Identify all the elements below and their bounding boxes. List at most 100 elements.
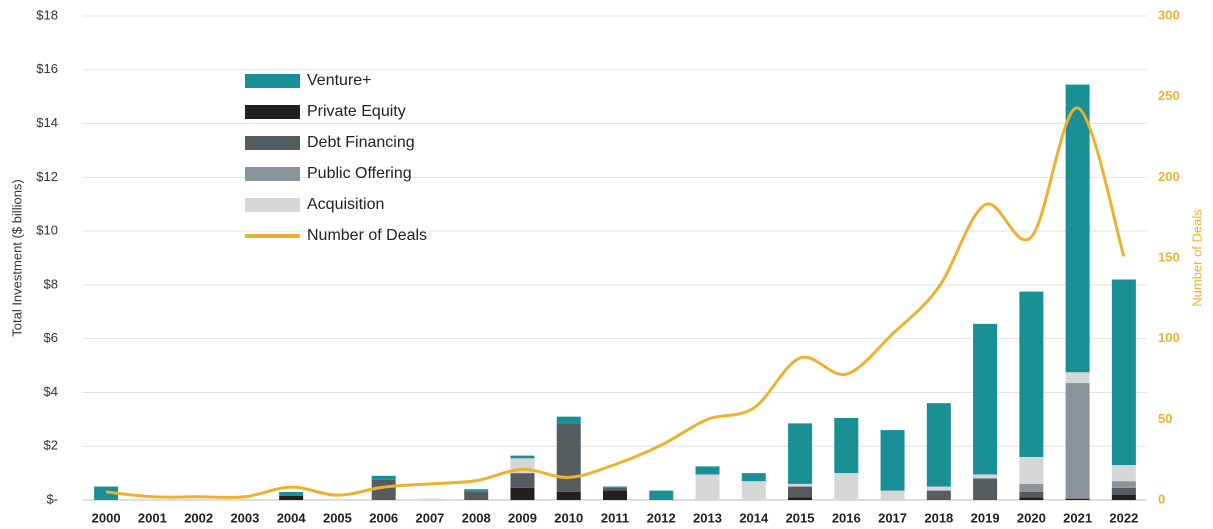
y2-tick-label: 250 (1158, 88, 1180, 103)
legend-label: Debt Financing (307, 134, 415, 151)
x-tick-label: 2019 (971, 510, 1000, 525)
bar-segment (510, 487, 535, 500)
x-tick-label: 2006 (369, 510, 398, 525)
bar-segment (1019, 483, 1044, 492)
bar-segment (464, 489, 489, 492)
x-tick-label: 2018 (924, 510, 953, 525)
bar-segment (1019, 456, 1044, 484)
x-tick-label: 2020 (1017, 510, 1046, 525)
y2-tick-label: 300 (1158, 7, 1180, 22)
x-tick-label: 2010 (554, 510, 583, 525)
x-tick-label: 2001 (138, 510, 167, 525)
y-tick-label: $4 (44, 384, 58, 399)
bar-segment (510, 455, 535, 459)
bar-segment (371, 475, 396, 480)
bar-segment (926, 403, 951, 487)
x-tick-label: 2008 (462, 510, 491, 525)
bar-segment (1111, 465, 1136, 482)
y-tick-label: $10 (36, 223, 58, 238)
legend-label: Venture+ (307, 72, 372, 89)
legend-swatch (245, 167, 300, 181)
bar-segment (788, 483, 813, 487)
y2-tick-label: 50 (1158, 411, 1172, 426)
bar-segment (973, 474, 998, 479)
x-tick-label: 2017 (878, 510, 907, 525)
y-tick-label: $2 (44, 438, 58, 453)
legend-label: Acquisition (307, 196, 384, 213)
bar-segment (556, 491, 581, 500)
bar-segment (1019, 291, 1044, 457)
bar-segment (695, 466, 720, 475)
legend-swatch (245, 74, 300, 88)
y-axis-label: Total Investment ($ billions) (9, 179, 24, 337)
y2-tick-label: 0 (1158, 491, 1165, 506)
bar-segment (464, 491, 489, 500)
bar-segment (649, 490, 674, 500)
bar-segment (279, 491, 304, 496)
bar-segment (1111, 279, 1136, 466)
bar-segment (1065, 372, 1090, 384)
bar-segment (926, 486, 951, 491)
bar-segment (880, 430, 905, 491)
bar-segment (1111, 487, 1136, 495)
bar-segment (1019, 497, 1044, 500)
bar-segment (741, 473, 766, 482)
legend-label: Public Offering (307, 165, 412, 182)
legend-label: Number of Deals (307, 227, 427, 244)
legend-swatch (245, 198, 300, 212)
bar-segment (556, 423, 581, 492)
y-tick-label: $12 (36, 169, 58, 184)
x-tick-label: 2007 (415, 510, 444, 525)
x-tick-label: 2011 (601, 510, 629, 525)
bar-segment (1111, 494, 1136, 500)
bar-segment (973, 323, 998, 475)
bar-segment (1065, 498, 1090, 500)
y-tick-label: $16 (36, 61, 58, 76)
x-tick-label: 2009 (508, 510, 537, 525)
bar-segment (788, 497, 813, 500)
y2-axis-label: Number of Deals (1189, 209, 1204, 307)
x-tick-label: 2021 (1063, 510, 1092, 525)
bar-segment (695, 474, 720, 500)
bar-segment (1065, 383, 1090, 499)
legend-swatch (245, 136, 300, 150)
x-tick-label: 2016 (832, 510, 861, 525)
x-tick-label: 2022 (1109, 510, 1138, 525)
y2-tick-label: 150 (1158, 249, 1180, 264)
x-tick-label: 2000 (92, 510, 121, 525)
x-tick-label: 2014 (739, 510, 769, 525)
bar-segment (880, 490, 905, 500)
x-tick-label: 2004 (277, 510, 307, 525)
x-tick-label: 2012 (647, 510, 676, 525)
x-tick-label: 2015 (786, 510, 815, 525)
x-tick-label: 2013 (693, 510, 722, 525)
y-tick-label: $8 (44, 276, 58, 291)
bar-segment (1111, 481, 1136, 488)
y2-tick-label: 200 (1158, 169, 1180, 184)
bar-segment (834, 417, 859, 474)
bar-segment (926, 490, 951, 500)
legend-swatch (245, 105, 300, 119)
x-tick-label: 2005 (323, 510, 352, 525)
bar-segment (371, 479, 396, 500)
bar-segment (1065, 84, 1090, 373)
x-tick-label: 2002 (184, 510, 213, 525)
bar-segment (279, 495, 304, 500)
y-tick-label: $- (46, 491, 58, 506)
y-tick-label: $6 (44, 330, 58, 345)
y-tick-label: $14 (36, 115, 58, 130)
bar-segment (741, 481, 766, 500)
bar-segment (603, 486, 627, 488)
bar-segment (417, 498, 442, 500)
bar-segment (1019, 491, 1044, 498)
bar-segment (834, 473, 859, 500)
y-tick-label: $18 (36, 7, 58, 22)
bar-segment (603, 487, 627, 491)
bar-segment (510, 473, 535, 488)
bar-segment (556, 416, 581, 424)
legend-label: Private Equity (307, 103, 406, 120)
bar-segment (788, 486, 813, 498)
deals-line (105, 106, 1126, 499)
x-tick-label: 2003 (230, 510, 259, 525)
